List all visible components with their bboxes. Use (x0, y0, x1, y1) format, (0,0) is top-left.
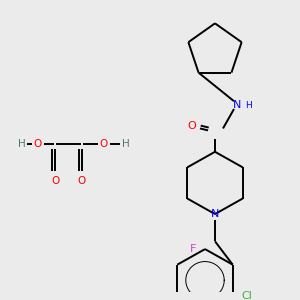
Text: N: N (233, 100, 241, 110)
Text: H: H (18, 139, 26, 149)
Text: O: O (100, 139, 108, 149)
Text: O: O (34, 139, 42, 149)
Text: H: H (122, 139, 130, 149)
Text: N: N (211, 209, 219, 219)
Text: F: F (190, 244, 196, 254)
Text: O: O (51, 176, 59, 186)
Text: O: O (188, 122, 196, 131)
Text: Cl: Cl (241, 291, 252, 300)
Text: O: O (78, 176, 86, 186)
Text: H: H (244, 100, 251, 109)
